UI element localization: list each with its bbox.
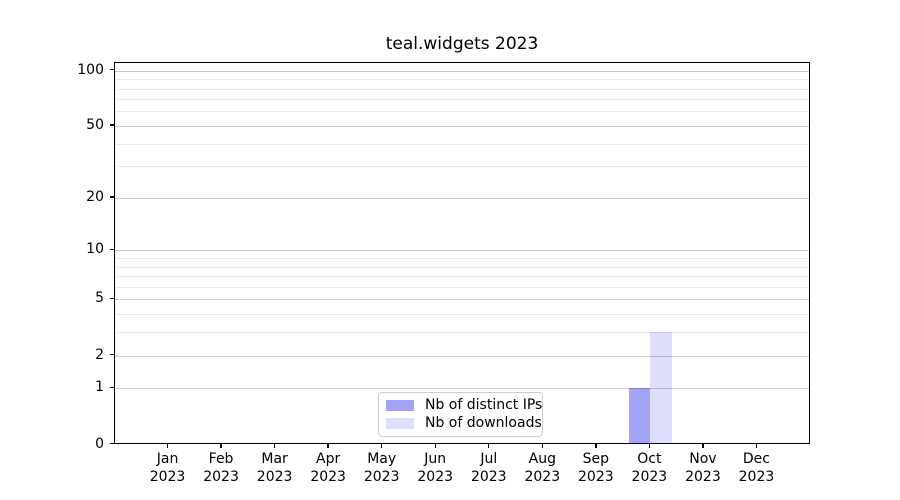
gridline-major: [115, 125, 809, 127]
x-tick-mark: [595, 443, 597, 448]
x-tick-month: Jan: [156, 451, 179, 467]
x-tick-label: Jun 2023: [395, 450, 475, 486]
x-tick-mark: [166, 443, 169, 448]
gridline-major: [115, 250, 809, 252]
x-tick-label: Jul 2023: [449, 450, 529, 486]
bar-distinct-ips: [628, 388, 651, 445]
x-tick-year: 2023: [203, 469, 239, 485]
y-tick-mark: [109, 124, 114, 126]
x-tick-year: 2023: [256, 469, 293, 485]
legend-label-downloads: Nb of downloads: [425, 415, 542, 431]
x-tick-year: 2023: [524, 469, 561, 485]
x-tick-label: Jan 2023: [128, 450, 208, 486]
x-tick-mark: [220, 443, 222, 448]
x-tick-month: Apr: [316, 451, 341, 467]
y-tick-label: 1: [95, 379, 104, 396]
x-tick-year: 2023: [470, 469, 507, 485]
y-tick-label: 20: [86, 188, 104, 205]
gridline-minor: [115, 99, 809, 101]
gridline-major: [115, 299, 809, 301]
gridline-minor: [115, 166, 809, 168]
y-tick-label: 10: [86, 241, 104, 258]
legend-label-distinct-ips: Nb of distinct IPs: [425, 397, 543, 413]
x-tick-month: Sep: [582, 451, 610, 467]
gridline-minor: [115, 286, 809, 288]
x-tick-month: Jul: [480, 451, 498, 467]
y-tick-label: 2: [95, 346, 104, 363]
x-tick-label: Aug 2023: [502, 450, 582, 486]
y-tick-mark: [109, 386, 114, 389]
gridline-major: [115, 70, 809, 72]
x-tick-mark: [755, 443, 758, 448]
y-tick-mark: [109, 442, 114, 445]
x-tick-year: 2023: [631, 469, 668, 485]
y-tick-mark: [109, 196, 114, 198]
gridline-minor: [115, 257, 809, 259]
x-tick-month: Feb: [208, 451, 234, 467]
x-tick-mark: [380, 443, 383, 448]
y-tick-mark: [109, 248, 114, 250]
gridline-minor: [115, 143, 809, 145]
x-tick-mark: [541, 443, 543, 448]
x-tick-label: Nov 2023: [663, 450, 743, 486]
y-tick-mark: [109, 297, 114, 300]
gridline-minor: [115, 314, 809, 316]
x-tick-month: May: [367, 451, 397, 467]
chart-title: teal.widgets 2023: [385, 34, 539, 54]
gridline-minor: [115, 266, 809, 268]
y-tick-label: 50: [86, 116, 104, 133]
legend-swatch-distinct-ips: [386, 400, 414, 411]
x-tick-year: 2023: [149, 469, 186, 485]
legend-item-distinct-ips: Nb of distinct IPs: [386, 398, 542, 413]
gridline-minor: [115, 332, 809, 334]
gridline-major: [115, 388, 809, 390]
x-tick-year: 2023: [578, 469, 614, 485]
x-tick-month: Oct: [637, 451, 662, 467]
x-tick-mark: [702, 443, 704, 448]
legend-swatch-downloads: [386, 418, 414, 429]
y-tick-label: 5: [95, 290, 104, 307]
x-tick-label: Dec 2023: [716, 450, 796, 486]
x-tick-label: May 2023: [342, 450, 422, 486]
gridline-minor: [115, 276, 809, 278]
x-tick-month: Dec: [742, 451, 770, 467]
gridline-major: [115, 197, 809, 199]
x-tick-mark: [434, 443, 436, 448]
bar-downloads: [650, 332, 672, 445]
y-tick-mark: [109, 68, 114, 71]
x-tick-label: Feb 2023: [181, 450, 261, 486]
x-tick-mark: [488, 443, 490, 448]
y-tick-label: 100: [77, 61, 104, 78]
x-tick-mark: [273, 443, 276, 448]
x-tick-mark: [648, 443, 651, 448]
y-tick-mark: [109, 353, 114, 356]
legend: Nb of distinct IPs Nb of downloads: [378, 392, 543, 437]
x-tick-year: 2023: [310, 469, 346, 485]
x-tick-month: Jun: [424, 451, 447, 467]
x-tick-month: Nov: [689, 451, 717, 467]
legend-item-downloads: Nb of downloads: [386, 416, 542, 431]
x-tick-year: 2023: [738, 469, 775, 485]
x-tick-label: Mar 2023: [235, 450, 315, 486]
plot-area: [114, 62, 810, 445]
x-tick-year: 2023: [417, 469, 454, 485]
x-tick-mark: [327, 443, 329, 448]
y-tick-label: 0: [95, 435, 104, 452]
gridline-minor: [115, 79, 809, 81]
x-tick-year: 2023: [363, 469, 400, 485]
x-tick-label: Sep 2023: [556, 450, 636, 486]
gridline-major: [115, 355, 809, 357]
gridline-minor: [115, 111, 809, 113]
x-tick-label: Apr 2023: [288, 450, 368, 486]
x-tick-month: Aug: [528, 451, 556, 467]
x-tick-year: 2023: [685, 469, 721, 485]
x-tick-label: Oct 2023: [609, 450, 689, 486]
gridline-minor: [115, 88, 809, 90]
x-tick-month: Mar: [261, 451, 288, 467]
